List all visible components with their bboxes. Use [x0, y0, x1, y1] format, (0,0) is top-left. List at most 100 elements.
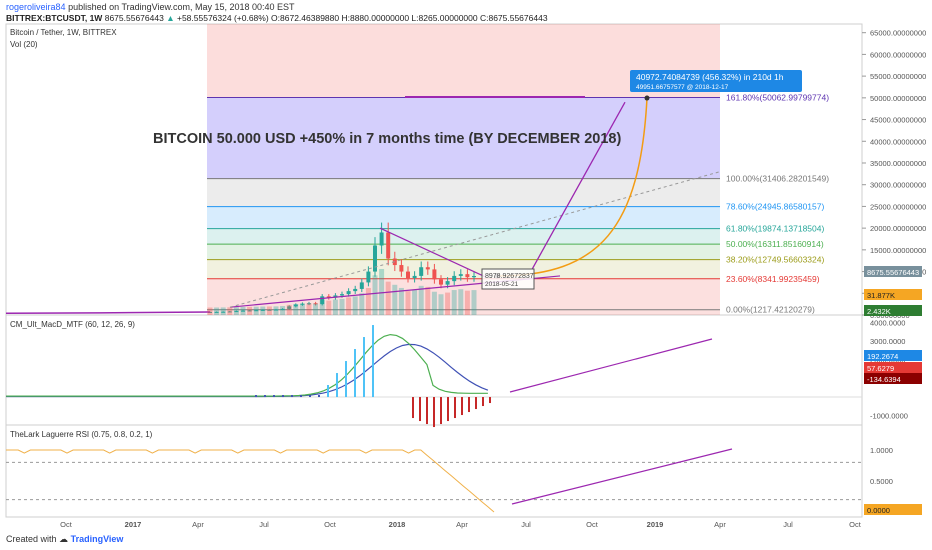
- macd-line: [6, 333, 488, 397]
- time-axis-label: Oct: [849, 520, 862, 529]
- macd-histogram-bar: [412, 397, 414, 419]
- footer-brand[interactable]: TradingView: [70, 534, 124, 544]
- volume-bar: [313, 303, 319, 315]
- time-axis-label: Jul: [783, 520, 793, 529]
- macd-histogram-bar: [282, 395, 284, 398]
- volume-bar: [405, 291, 411, 315]
- candle-body: [221, 311, 226, 313]
- macd-histogram-bar: [291, 395, 293, 398]
- small-vol-tag-bg: [864, 305, 922, 316]
- candle-body: [379, 232, 384, 246]
- macd-axis-label: 3000.0000: [870, 337, 905, 346]
- volume-bar: [392, 284, 398, 315]
- candle-body: [274, 309, 278, 311]
- author-name[interactable]: rogeroliveira84: [6, 2, 66, 12]
- ticker-change: +58.55576324 (+0.68%): [176, 13, 269, 23]
- macd-tag-dark: -134.6394: [867, 375, 901, 384]
- macd-histogram-bar: [336, 373, 338, 398]
- price-axis-label: 20000.00000000: [870, 224, 926, 233]
- volume-bar: [431, 291, 437, 315]
- candle-body: [373, 245, 377, 272]
- candle-body: [425, 267, 430, 270]
- tradingview-logo-icon: ☁: [59, 534, 69, 544]
- price-axis-label: 65000.00000000: [870, 29, 926, 38]
- volume-bar: [458, 289, 464, 315]
- candle-body: [353, 288, 358, 292]
- fib-zone: [207, 228, 720, 245]
- candle-body: [465, 274, 470, 278]
- macd-histogram-bar: [300, 395, 302, 398]
- candle-body: [287, 306, 292, 309]
- macd-tag-dark-bg: [864, 373, 922, 384]
- macd-histogram-bar: [482, 397, 484, 407]
- candle-body: [419, 267, 424, 276]
- volume-bar: [306, 303, 312, 315]
- volume-bar: [253, 306, 259, 315]
- volume-bar: [227, 307, 233, 315]
- fib-level-label: 0.00%(1217.42120279): [726, 305, 815, 315]
- main-pane-title: Bitcoin / Tether, 1W, BITTREX: [10, 28, 117, 37]
- candle-body: [439, 279, 443, 285]
- volume-bar: [326, 300, 332, 315]
- fib-zone-bottom: [207, 309, 720, 315]
- volume-bar: [293, 303, 299, 315]
- volume-bar: [438, 294, 444, 315]
- start-label-date: 2018-05-21: [485, 281, 519, 288]
- time-axis-label: Apr: [192, 520, 204, 529]
- projection-end-point: [644, 95, 650, 101]
- volume-bar: [319, 299, 325, 315]
- candle-body: [247, 310, 252, 312]
- fib-level-label: 50.00%(16311.85160914): [726, 239, 824, 249]
- volume-bar: [240, 306, 246, 315]
- ticker-ohlc: O:8672.46389880 H:8880.00000000 L:8265.0…: [271, 13, 548, 23]
- macd-arrow: [509, 338, 713, 393]
- candle-body: [300, 303, 305, 305]
- macd-histogram-bar: [372, 325, 374, 398]
- candle-body: [307, 303, 311, 305]
- candle-body: [313, 303, 318, 305]
- candle-body: [214, 311, 219, 313]
- volume-bar: [207, 307, 213, 315]
- volume-bar: [418, 285, 424, 315]
- fib-zone: [207, 244, 720, 260]
- candle-body: [280, 308, 285, 310]
- macd-histogram-bar: [440, 397, 442, 425]
- price-axis-label: 50000.00000000: [870, 94, 926, 103]
- vol-tag-bg: [864, 289, 922, 300]
- volume-bar: [445, 292, 451, 315]
- ticker-change-arrow: ▲: [166, 13, 175, 23]
- time-axis-label: Oct: [60, 520, 73, 529]
- price-axis-label: 60000.00000000: [870, 50, 926, 59]
- volume-bar: [286, 304, 292, 315]
- time-axis-label: 2017: [125, 520, 142, 529]
- candle-body: [359, 282, 364, 289]
- candle-body: [472, 275, 476, 278]
- macd-histogram-bar: [426, 397, 428, 425]
- dashed-trend-line: [229, 171, 721, 308]
- volume-bar: [365, 287, 371, 315]
- fib-level-label: 161.80%(50062.99799774): [726, 93, 829, 103]
- price-axis-label: 40000.00000000: [870, 137, 926, 146]
- price-axis-label: 55000.00000000: [870, 72, 926, 81]
- macd-histogram-bar: [454, 397, 456, 419]
- candle-body: [346, 291, 351, 295]
- volume-bar: [346, 297, 352, 315]
- macd-histogram-bar: [345, 361, 347, 398]
- price-axis-label: 15000.00000000: [870, 246, 926, 255]
- candle-body: [234, 311, 239, 313]
- macd-pane-title: CM_Ult_MacD_MTF (60, 12, 26, 9): [10, 320, 135, 329]
- time-axis-label: 2019: [647, 520, 664, 529]
- volume-bar: [372, 275, 378, 315]
- volume-bar: [332, 299, 338, 315]
- footer-created-with: Created with: [6, 534, 57, 544]
- time-axis-label: Oct: [324, 520, 337, 529]
- volume-bar: [451, 290, 457, 315]
- price-history-line: [5, 311, 211, 315]
- time-axis-label: Jul: [521, 520, 531, 529]
- volume-bar: [385, 281, 391, 315]
- macd-tag-blue-bg: [864, 350, 922, 361]
- vol-tag: 31.877K: [867, 291, 895, 300]
- rsi-arrow: [511, 448, 733, 505]
- macd-histogram-bar: [327, 385, 329, 398]
